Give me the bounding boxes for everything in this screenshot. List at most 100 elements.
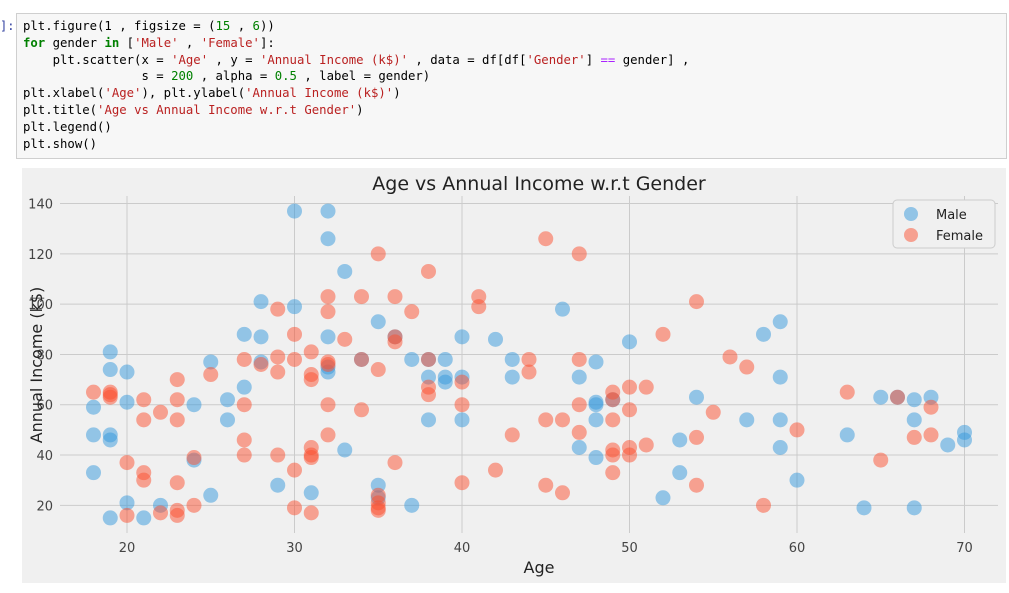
scatter-point-female: [236, 432, 252, 448]
scatter-point-male: [772, 369, 788, 385]
scatter-point-female: [739, 359, 755, 375]
scatter-point-female: [622, 402, 637, 418]
scatter-point-female: [538, 412, 554, 428]
series-female: [86, 231, 939, 523]
code-token: ): [393, 86, 401, 101]
scatter-point-male: [906, 412, 922, 428]
code-line: plt.xlabel('Age'), plt.ylabel('Annual In…: [23, 85, 1006, 102]
code-token: [: [119, 35, 135, 50]
scatter-point-female: [722, 349, 738, 365]
scatter-point-female: [638, 379, 654, 395]
legend-marker-female: [904, 228, 918, 242]
code-token: gender: [45, 35, 105, 50]
scatter-point-female: [303, 344, 319, 360]
scatter-point-female: [270, 447, 286, 463]
scatter-point-female: [303, 439, 319, 455]
scatter-point-male: [739, 412, 755, 428]
scatter-point-female: [119, 507, 135, 523]
scatter-point-male: [287, 299, 302, 315]
scatter-point-male: [119, 495, 135, 511]
scatter-point-female: [689, 294, 704, 310]
scatter-point-female: [890, 389, 905, 405]
scatter-point-female: [253, 357, 269, 372]
legend: Male Female: [892, 199, 996, 249]
code-line: s = 200 , alpha = 0.5 , label = gender): [23, 68, 1006, 85]
code-token: 0.5: [274, 69, 297, 84]
code-token: , alpha =: [193, 69, 275, 84]
scatter-point-male: [856, 500, 872, 516]
scatter-point-female: [102, 384, 118, 400]
scatter-point-female: [605, 442, 621, 458]
scatter-point-female: [320, 354, 336, 370]
legend-label-male: Male: [936, 208, 967, 223]
scatter-point-male: [940, 437, 956, 453]
scatter-point-female: [521, 364, 537, 380]
code-line: for gender in ['Male' , 'Female']:: [23, 35, 1006, 52]
scatter-point-male: [906, 392, 922, 408]
scatter-point-male: [186, 397, 202, 413]
scatter-point-male: [588, 394, 604, 410]
scatter-point-male: [588, 450, 604, 466]
scatter-point-female: [454, 397, 470, 413]
code-token: 'Male': [134, 35, 179, 50]
y-tick-label: 140: [28, 198, 53, 213]
scatter-point-male: [220, 392, 235, 408]
scatter-point-male: [320, 329, 336, 345]
y-axis-label: Annual Income (k$): [27, 287, 46, 444]
scatter-point-male: [86, 399, 101, 415]
legend-label-female: Female: [936, 229, 983, 244]
scatter-point-male: [437, 351, 453, 367]
code-token: ,: [230, 19, 253, 33]
code-token: ), plt.ylabel(: [141, 86, 246, 101]
scatter-point-male: [689, 389, 704, 405]
code-token: ): [356, 102, 364, 117]
scatter-point-female: [270, 349, 286, 365]
code-token: ]: [585, 52, 601, 67]
scatter-point-male: [957, 424, 972, 440]
code-line: plt.title('Age vs Annual Income w.r.t Ge…: [23, 102, 1006, 119]
scatter-point-male: [404, 497, 420, 513]
scatter-point-male: [102, 510, 118, 526]
scatter-point-male: [437, 369, 453, 385]
scatter-point-female: [605, 412, 621, 428]
scatter-point-female: [571, 246, 587, 262]
scatter-point-female: [337, 331, 353, 347]
scatter-point-male: [571, 439, 587, 455]
scatter-point-female: [923, 399, 939, 415]
scatter-point-female: [270, 364, 286, 380]
code-token: gender] ,: [615, 52, 690, 67]
code-token: 6: [252, 19, 260, 33]
scatter-point-male: [873, 389, 889, 405]
code-token: 'Age': [171, 52, 209, 67]
data-points: [86, 203, 972, 526]
scatter-point-female: [421, 351, 436, 367]
scatter-point-female: [504, 427, 520, 443]
y-tick-label: 60: [36, 399, 53, 414]
code-editor[interactable]: plt.figure(1 , figsize = (15 , 6)) for ge…: [23, 18, 1006, 152]
scatter-point-male: [504, 369, 520, 385]
scatter-point-female: [320, 304, 336, 320]
scatter-point-male: [337, 442, 353, 458]
scatter-point-female: [622, 379, 637, 395]
scatter-point-male: [655, 490, 671, 506]
scatter-point-female: [236, 447, 252, 463]
scatter-point-female: [86, 384, 101, 400]
scatter-point-male: [571, 369, 587, 385]
scatter-point-female: [320, 427, 336, 443]
scatter-point-male: [404, 351, 420, 367]
legend-box: [892, 199, 996, 249]
scatter-point-male: [454, 329, 470, 345]
code-token: 'Annual Income (k$)': [245, 86, 394, 101]
code-cell[interactable]: plt.figure(1 , figsize = (15 , 6)) for ge…: [16, 13, 1007, 159]
scatter-point-male: [320, 231, 336, 247]
scatter-point-female: [404, 304, 420, 320]
scatter-point-female: [354, 289, 369, 305]
scatter-point-male: [906, 500, 922, 516]
scatter-point-female: [354, 402, 369, 418]
scatter-point-male: [504, 351, 520, 367]
scatter-point-male: [789, 472, 805, 488]
scatter-point-male: [86, 465, 101, 481]
scatter-point-male: [622, 334, 637, 350]
scatter-point-female: [370, 487, 386, 503]
legend-marker-male: [904, 207, 918, 221]
